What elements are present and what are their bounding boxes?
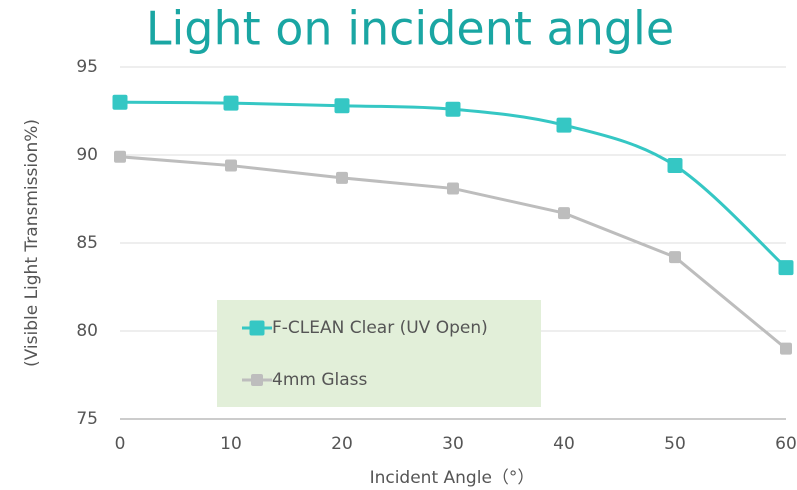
data-point: [558, 207, 570, 220]
x-tick-label: 50: [664, 434, 686, 454]
x-tick-label: 40: [553, 434, 575, 454]
chart-title: Light on incident angle: [146, 2, 674, 56]
y-tick-label: 75: [76, 409, 98, 429]
data-point: [447, 182, 459, 195]
y-axis-label: (Visible Light Transmission%): [22, 119, 42, 367]
x-axis-label: Incident Angle（°）: [370, 468, 535, 488]
data-point: [334, 98, 350, 114]
data-point: [336, 171, 348, 184]
data-point: [223, 95, 239, 111]
data-point: [445, 101, 461, 117]
legend-label: F-CLEAN Clear (UV Open): [272, 318, 488, 338]
data-point: [556, 117, 572, 133]
y-tick-label: 80: [76, 321, 98, 341]
data-point: [225, 159, 237, 172]
legend-marker: [251, 374, 263, 386]
y-tick-label: 85: [76, 233, 98, 253]
legend-marker: [249, 320, 265, 336]
data-point: [669, 251, 681, 264]
x-tick-label: 0: [115, 434, 126, 454]
legend-box: [217, 300, 541, 407]
x-tick-label: 10: [220, 434, 242, 454]
data-point: [112, 94, 128, 110]
x-tick-label: 20: [331, 434, 353, 454]
y-tick-label: 95: [76, 57, 98, 77]
data-point: [778, 260, 794, 276]
data-point: [780, 342, 792, 355]
y-tick-label: 90: [76, 145, 98, 165]
data-point: [114, 150, 126, 163]
x-tick-label: 30: [442, 434, 464, 454]
data-point: [667, 158, 683, 174]
legend-label: 4mm Glass: [272, 370, 368, 390]
x-tick-label: 60: [775, 434, 797, 454]
